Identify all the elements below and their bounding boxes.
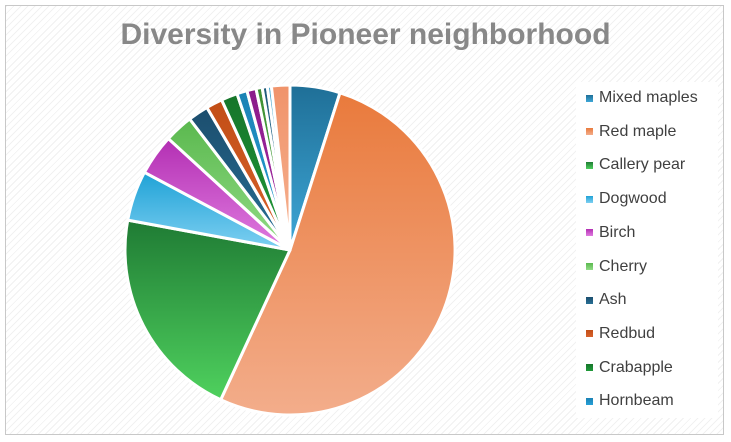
legend-label: Red maple — [599, 122, 677, 140]
legend-label: Redbud — [599, 324, 656, 342]
legend-item: Mixed maples — [586, 88, 698, 108]
legend-label: Ash — [599, 291, 627, 309]
legend-item: Callery pear — [586, 155, 685, 175]
legend-label: Cherry — [599, 257, 648, 275]
legend-label: Dogwood — [599, 190, 667, 208]
legend-swatch — [586, 364, 593, 372]
legend-swatch — [586, 263, 593, 270]
legend-item: Ash — [586, 290, 627, 310]
pie-slice-other-14 — [269, 83, 292, 252]
legend-item: Red maple — [586, 122, 676, 142]
legend-swatch — [586, 296, 593, 304]
pie-slice-callery-pear — [123, 218, 292, 402]
legend: Mixed maples Red maple Callery pear Dogwood… — [576, 82, 718, 418]
legend-item: Birch — [586, 223, 635, 243]
legend-item: Dogwood — [586, 189, 667, 209]
legend-swatch — [586, 195, 593, 203]
legend-swatch — [586, 94, 593, 102]
legend-swatch — [586, 128, 593, 136]
chart-title: Diversity in Pioneer neighborhood — [120, 18, 611, 51]
legend-item: Hornbeam — [586, 391, 674, 411]
pie-slice-red-maple — [219, 91, 457, 417]
legend-label: Mixed maples — [599, 89, 698, 106]
legend-label: Birch — [599, 223, 636, 241]
legend-label: Callery pear — [599, 156, 686, 174]
legend-item: Redbud — [586, 324, 655, 344]
legend-item: Cherry — [586, 257, 647, 277]
legend-swatch — [586, 229, 593, 237]
legend-item: Crabapple — [586, 358, 673, 378]
legend-swatch — [586, 330, 593, 338]
legend-label: Crabapple — [599, 358, 673, 376]
legend-label: Hornbeam — [599, 392, 674, 410]
legend-swatch — [586, 397, 593, 405]
legend-swatch — [586, 161, 593, 169]
